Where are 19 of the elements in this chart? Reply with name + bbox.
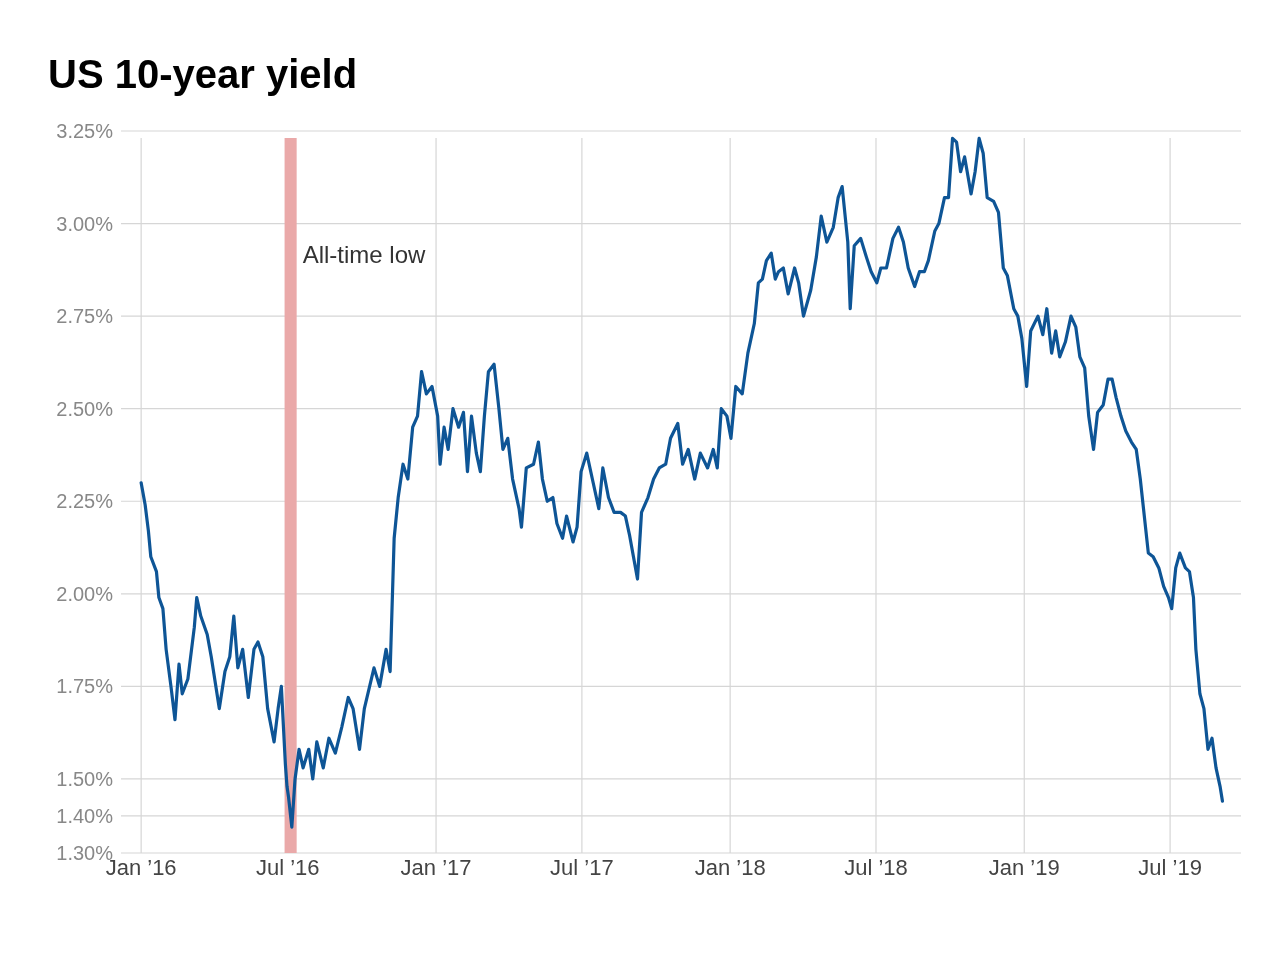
y-tick-label: 2.25% bbox=[56, 490, 114, 513]
x-tick-label: Jan ’18 bbox=[694, 855, 766, 880]
x-tick-label: Jan ’17 bbox=[400, 855, 472, 880]
y-tick-label: 3.25% bbox=[56, 120, 114, 142]
x-tick-label: Jul ’19 bbox=[1138, 855, 1202, 880]
x-tick-label: Jul ’16 bbox=[255, 855, 320, 880]
y-tick-label: 1.75% bbox=[56, 675, 114, 698]
y-tick-label: 2.50% bbox=[56, 397, 114, 420]
y-tick-label: 1.50% bbox=[56, 767, 114, 790]
y-tick-label: 2.75% bbox=[56, 305, 114, 328]
x-tick-label: Jan ’19 bbox=[988, 855, 1060, 880]
band-label: All-time low bbox=[302, 241, 427, 268]
y-tick-label: 2.00% bbox=[56, 582, 114, 605]
chart-title: US 10-year yield bbox=[48, 52, 358, 96]
y-tick-label: 3.00% bbox=[56, 212, 114, 235]
x-tick-label: Jul ’18 bbox=[844, 855, 908, 880]
line-series bbox=[139, 136, 1225, 829]
y-tick-label: 1.40% bbox=[56, 804, 114, 827]
x-tick-label: Jul ’17 bbox=[550, 855, 614, 880]
